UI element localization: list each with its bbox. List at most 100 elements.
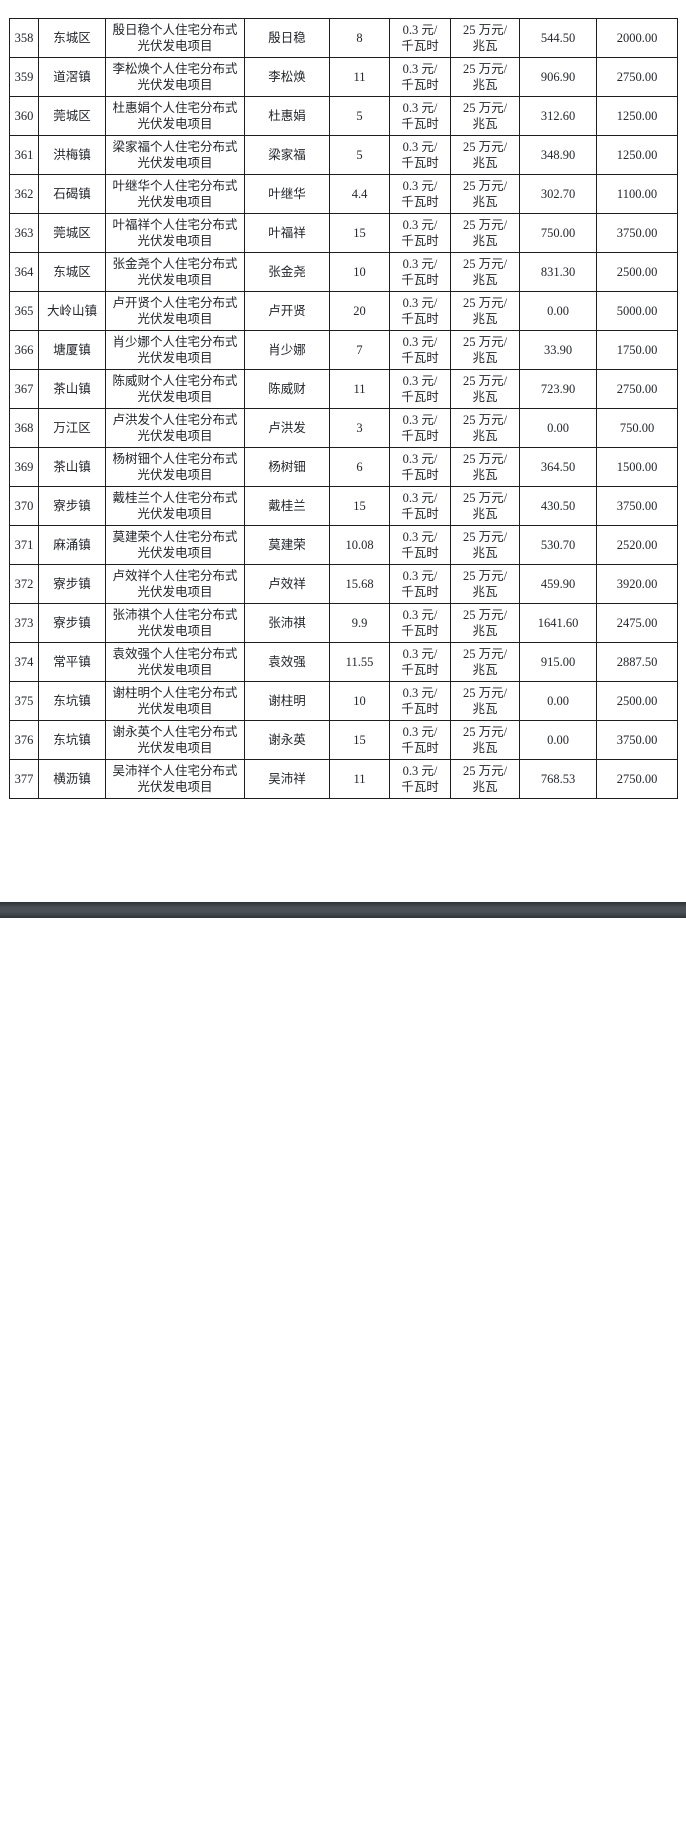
cell-capacity: 5 <box>329 96 390 136</box>
cell-row-number: 377 <box>9 759 39 799</box>
cell-unit-price: 0.3 元/ 千瓦时 <box>389 369 451 409</box>
cell-owner-name: 莫建荣 <box>244 525 330 565</box>
cell-unit-price: 0.3 元/ 千瓦时 <box>389 603 451 643</box>
cell-row-number: 363 <box>9 213 39 253</box>
cell-unit-subsidy: 25 万元/ 兆瓦 <box>450 174 520 214</box>
cell-unit-price: 0.3 元/ 千瓦时 <box>389 330 451 370</box>
cell-unit-subsidy: 25 万元/ 兆瓦 <box>450 564 520 604</box>
cell-amount-2: 1250.00 <box>596 96 678 136</box>
cell-amount-1: 0.00 <box>519 681 597 721</box>
cell-amount-2: 3750.00 <box>596 213 678 253</box>
cell-amount-2: 5000.00 <box>596 291 678 331</box>
page-gap-divider <box>0 902 686 918</box>
cell-project-name: 叶继华个人住宅分布式 光伏发电项目 <box>105 174 245 214</box>
cell-unit-price: 0.3 元/ 千瓦时 <box>389 759 451 799</box>
cell-amount-2: 3750.00 <box>596 720 678 760</box>
cell-row-number: 370 <box>9 486 39 526</box>
table-row: 358 东城区 殷日稳个人住宅分布式 光伏发电项目 殷日稳 8 0.3 元/ 千… <box>9 18 678 58</box>
cell-project-name: 张沛祺个人住宅分布式 光伏发电项目 <box>105 603 245 643</box>
table-row: 361 洪梅镇 梁家福个人住宅分布式 光伏发电项目 梁家福 5 0.3 元/ 千… <box>9 135 678 175</box>
cell-unit-price: 0.3 元/ 千瓦时 <box>389 447 451 487</box>
cell-amount-1: 1641.60 <box>519 603 597 643</box>
cell-project-name: 卢效祥个人住宅分布式 光伏发电项目 <box>105 564 245 604</box>
cell-amount-2: 2750.00 <box>596 57 678 97</box>
cell-owner-name: 李松焕 <box>244 57 330 97</box>
cell-unit-subsidy: 25 万元/ 兆瓦 <box>450 408 520 448</box>
cell-amount-1: 33.90 <box>519 330 597 370</box>
cell-unit-subsidy: 25 万元/ 兆瓦 <box>450 759 520 799</box>
cell-row-number: 374 <box>9 642 39 682</box>
cell-town: 麻涌镇 <box>38 525 106 565</box>
cell-town: 洪梅镇 <box>38 135 106 175</box>
cell-row-number: 367 <box>9 369 39 409</box>
cell-amount-2: 2500.00 <box>596 681 678 721</box>
cell-amount-1: 544.50 <box>519 18 597 58</box>
cell-town: 东坑镇 <box>38 720 106 760</box>
cell-unit-price: 0.3 元/ 千瓦时 <box>389 681 451 721</box>
cell-capacity: 7 <box>329 330 390 370</box>
cell-row-number: 371 <box>9 525 39 565</box>
cell-amount-2: 3920.00 <box>596 564 678 604</box>
cell-amount-1: 915.00 <box>519 642 597 682</box>
cell-project-name: 卢开贤个人住宅分布式 光伏发电项目 <box>105 291 245 331</box>
cell-unit-subsidy: 25 万元/ 兆瓦 <box>450 213 520 253</box>
cell-unit-price: 0.3 元/ 千瓦时 <box>389 720 451 760</box>
cell-row-number: 364 <box>9 252 39 292</box>
cell-amount-1: 302.70 <box>519 174 597 214</box>
cell-town: 大岭山镇 <box>38 291 106 331</box>
cell-unit-price: 0.3 元/ 千瓦时 <box>389 291 451 331</box>
cell-project-name: 吴沛祥个人住宅分布式 光伏发电项目 <box>105 759 245 799</box>
cell-project-name: 杨树钿个人住宅分布式 光伏发电项目 <box>105 447 245 487</box>
cell-amount-1: 906.90 <box>519 57 597 97</box>
cell-amount-2: 2520.00 <box>596 525 678 565</box>
table-row: 371 麻涌镇 莫建荣个人住宅分布式 光伏发电项目 莫建荣 10.08 0.3 … <box>9 525 678 565</box>
cell-project-name: 叶福祥个人住宅分布式 光伏发电项目 <box>105 213 245 253</box>
cell-town: 东坑镇 <box>38 681 106 721</box>
cell-unit-subsidy: 25 万元/ 兆瓦 <box>450 18 520 58</box>
cell-unit-price: 0.3 元/ 千瓦时 <box>389 213 451 253</box>
cell-amount-1: 348.90 <box>519 135 597 175</box>
cell-owner-name: 吴沛祥 <box>244 759 330 799</box>
cell-capacity: 20 <box>329 291 390 331</box>
cell-unit-subsidy: 25 万元/ 兆瓦 <box>450 603 520 643</box>
cell-unit-price: 0.3 元/ 千瓦时 <box>389 525 451 565</box>
cell-capacity: 15 <box>329 486 390 526</box>
cell-town: 莞城区 <box>38 96 106 136</box>
cell-owner-name: 殷日稳 <box>244 18 330 58</box>
cell-owner-name: 谢柱明 <box>244 681 330 721</box>
cell-owner-name: 叶福祥 <box>244 213 330 253</box>
cell-capacity: 10 <box>329 681 390 721</box>
cell-amount-2: 2887.50 <box>596 642 678 682</box>
cell-amount-1: 459.90 <box>519 564 597 604</box>
cell-owner-name: 肖少娜 <box>244 330 330 370</box>
cell-project-name: 陈威财个人住宅分布式 光伏发电项目 <box>105 369 245 409</box>
cell-row-number: 366 <box>9 330 39 370</box>
cell-owner-name: 谢永英 <box>244 720 330 760</box>
cell-owner-name: 杨树钿 <box>244 447 330 487</box>
table-row: 372 寮步镇 卢效祥个人住宅分布式 光伏发电项目 卢效祥 15.68 0.3 … <box>9 564 678 604</box>
table-row: 376 东坑镇 谢永英个人住宅分布式 光伏发电项目 谢永英 15 0.3 元/ … <box>9 720 678 760</box>
cell-town: 万江区 <box>38 408 106 448</box>
cell-town: 塘厦镇 <box>38 330 106 370</box>
cell-capacity: 11 <box>329 759 390 799</box>
cell-amount-1: 0.00 <box>519 720 597 760</box>
cell-town: 石碣镇 <box>38 174 106 214</box>
table-row: 360 莞城区 杜惠娟个人住宅分布式 光伏发电项目 杜惠娟 5 0.3 元/ 千… <box>9 96 678 136</box>
cell-town: 东城区 <box>38 18 106 58</box>
cell-unit-subsidy: 25 万元/ 兆瓦 <box>450 525 520 565</box>
cell-row-number: 365 <box>9 291 39 331</box>
cell-amount-1: 0.00 <box>519 408 597 448</box>
cell-amount-1: 430.50 <box>519 486 597 526</box>
cell-unit-price: 0.3 元/ 千瓦时 <box>389 408 451 448</box>
cell-amount-2: 2750.00 <box>596 369 678 409</box>
cell-capacity: 15.68 <box>329 564 390 604</box>
table-row: 362 石碣镇 叶继华个人住宅分布式 光伏发电项目 叶继华 4.4 0.3 元/… <box>9 174 678 214</box>
cell-amount-2: 1250.00 <box>596 135 678 175</box>
cell-row-number: 369 <box>9 447 39 487</box>
cell-town: 道滘镇 <box>38 57 106 97</box>
cell-owner-name: 陈威财 <box>244 369 330 409</box>
cell-capacity: 5 <box>329 135 390 175</box>
cell-capacity: 6 <box>329 447 390 487</box>
cell-town: 东城区 <box>38 252 106 292</box>
